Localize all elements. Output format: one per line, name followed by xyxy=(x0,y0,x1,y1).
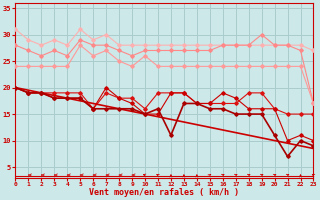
X-axis label: Vent moyen/en rafales ( km/h ): Vent moyen/en rafales ( km/h ) xyxy=(90,188,239,197)
